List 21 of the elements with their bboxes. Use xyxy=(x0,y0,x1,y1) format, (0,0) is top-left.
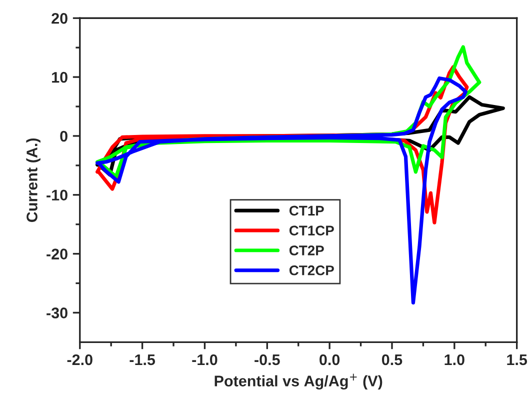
x-tick-label: 1.5 xyxy=(507,354,528,366)
x-tick-label: -1.5 xyxy=(130,354,156,366)
x-tick-label: -0.5 xyxy=(254,354,280,366)
y-tick-label: -30 xyxy=(46,308,68,318)
legend-label: CT1P xyxy=(289,206,324,216)
legend-label: CT2P xyxy=(289,246,324,256)
x-tick-label: 0.5 xyxy=(382,354,402,366)
legend-label: CT1CP xyxy=(289,226,334,236)
legend-label: CT2CP xyxy=(289,265,334,276)
y-tick-label: 20 xyxy=(52,13,68,24)
x-axis-title: Potential vs Ag/Ag$^{+}$ (V) xyxy=(214,374,382,390)
y-axis-title: Current (A.) xyxy=(26,138,40,222)
y-tick-label: -10 xyxy=(46,190,68,201)
x-tick-label: 1.0 xyxy=(444,354,464,366)
y-tick-label: 0 xyxy=(60,130,68,142)
x-tick-label: -2.0 xyxy=(67,354,92,366)
line-series xyxy=(96,76,468,304)
y-tick-label: 10 xyxy=(52,72,68,83)
y-tick-label: -20 xyxy=(46,248,68,260)
x-tick-label: -1.0 xyxy=(192,354,218,366)
x-tick-label: 0.0 xyxy=(320,354,340,366)
